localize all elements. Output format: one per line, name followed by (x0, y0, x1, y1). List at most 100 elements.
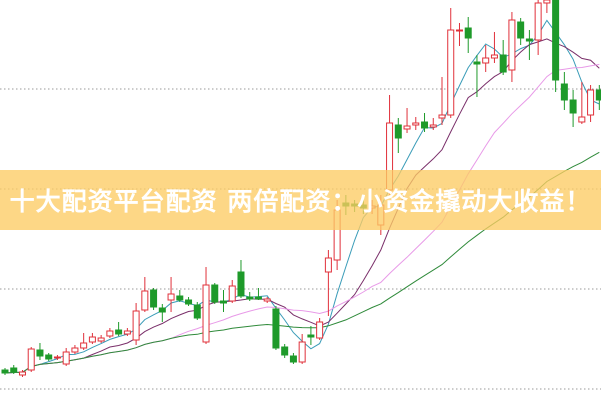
candle (534, 0, 542, 55)
candle (193, 302, 201, 320)
candle (158, 304, 166, 322)
candle-body-up (403, 125, 411, 130)
candle (464, 17, 472, 53)
candle (80, 333, 88, 350)
candle (97, 335, 105, 343)
candle (202, 267, 210, 344)
candle (508, 12, 516, 82)
candle (237, 260, 245, 298)
candle (482, 45, 490, 72)
candle-body-down (211, 284, 219, 303)
candle (473, 55, 481, 97)
candle (403, 108, 411, 133)
candle (141, 277, 149, 312)
candle-body-up (455, 29, 463, 32)
candle (569, 90, 577, 127)
candle-body-up (106, 330, 114, 337)
candle-body-down (552, 0, 560, 81)
candle-body-down (560, 83, 568, 101)
candle-body-down (254, 296, 262, 300)
candle (27, 347, 35, 372)
candle-body-up (18, 371, 26, 376)
candle (316, 318, 324, 340)
candle (421, 113, 429, 132)
candle (254, 288, 262, 300)
candle (499, 40, 507, 75)
candle-body-down (289, 355, 297, 363)
candle-body-down (45, 354, 53, 360)
candle-body-down (272, 308, 280, 349)
candle (10, 365, 18, 374)
candle (167, 277, 175, 312)
candle (525, 30, 533, 60)
candle-body-down (595, 89, 601, 101)
candle (123, 328, 131, 336)
candle (71, 345, 79, 354)
candle (412, 117, 420, 130)
candle-body-down (394, 124, 402, 139)
candle-body-up (508, 19, 516, 71)
candle-body-up (316, 321, 324, 339)
candle-body-down (193, 304, 201, 319)
candle (45, 353, 53, 361)
candle (429, 118, 437, 130)
candle-body-up (447, 29, 455, 116)
candle-body-up (228, 285, 236, 302)
candle-body-up (412, 122, 420, 126)
candle (438, 77, 446, 125)
candle-body-up (88, 336, 96, 343)
candle (36, 343, 44, 360)
candle (53, 355, 61, 360)
candle-body-up (202, 284, 210, 343)
candle-body-up (482, 57, 490, 64)
candle-body-up (80, 342, 88, 349)
candle (246, 292, 254, 301)
candle-body-up (534, 2, 542, 41)
candle (18, 370, 26, 377)
candle (1, 368, 9, 375)
candle-body-up (27, 348, 35, 371)
candle (447, 8, 455, 118)
candle (88, 333, 96, 344)
candle-body-up (132, 310, 140, 341)
candle-body-up (298, 341, 306, 363)
candle-body-down (569, 99, 577, 114)
candle (150, 288, 158, 310)
candle-body-up (324, 257, 332, 273)
candle (289, 353, 297, 364)
candle-body-down (464, 27, 472, 39)
candle-body-down (421, 121, 429, 129)
candle-body-up (438, 114, 446, 119)
candle (595, 85, 601, 110)
candle-body-down (115, 329, 123, 335)
candle (176, 290, 184, 302)
candle-body-down (150, 289, 158, 308)
candle-body-down (176, 295, 184, 301)
candle (220, 290, 227, 312)
candle-body-down (281, 346, 289, 356)
candle (228, 280, 236, 303)
ma10-line (4, 38, 600, 374)
candle (517, 18, 525, 45)
banner-text: 十大配资平台配资 两倍配资：小资金撬动大收益！ (9, 187, 592, 216)
candle-body-up (97, 337, 105, 342)
candle-body-down (499, 54, 507, 73)
candle-body-down (525, 38, 533, 42)
candle-body-up (62, 351, 70, 365)
candle-body-up (167, 293, 175, 301)
candle-body-up (123, 330, 131, 335)
candle (394, 118, 402, 153)
candle-body-down (10, 367, 18, 373)
candle (115, 322, 123, 336)
candle (543, 0, 551, 13)
candle (263, 297, 271, 303)
candle (106, 328, 114, 338)
candle (455, 23, 463, 46)
candle-body-up (429, 124, 437, 128)
candle-body-down (237, 271, 245, 297)
candle (552, 0, 560, 92)
candle-body-down (1, 369, 9, 374)
candle (62, 348, 70, 366)
candle-body-up (490, 54, 498, 59)
candle-body-up (53, 356, 61, 359)
